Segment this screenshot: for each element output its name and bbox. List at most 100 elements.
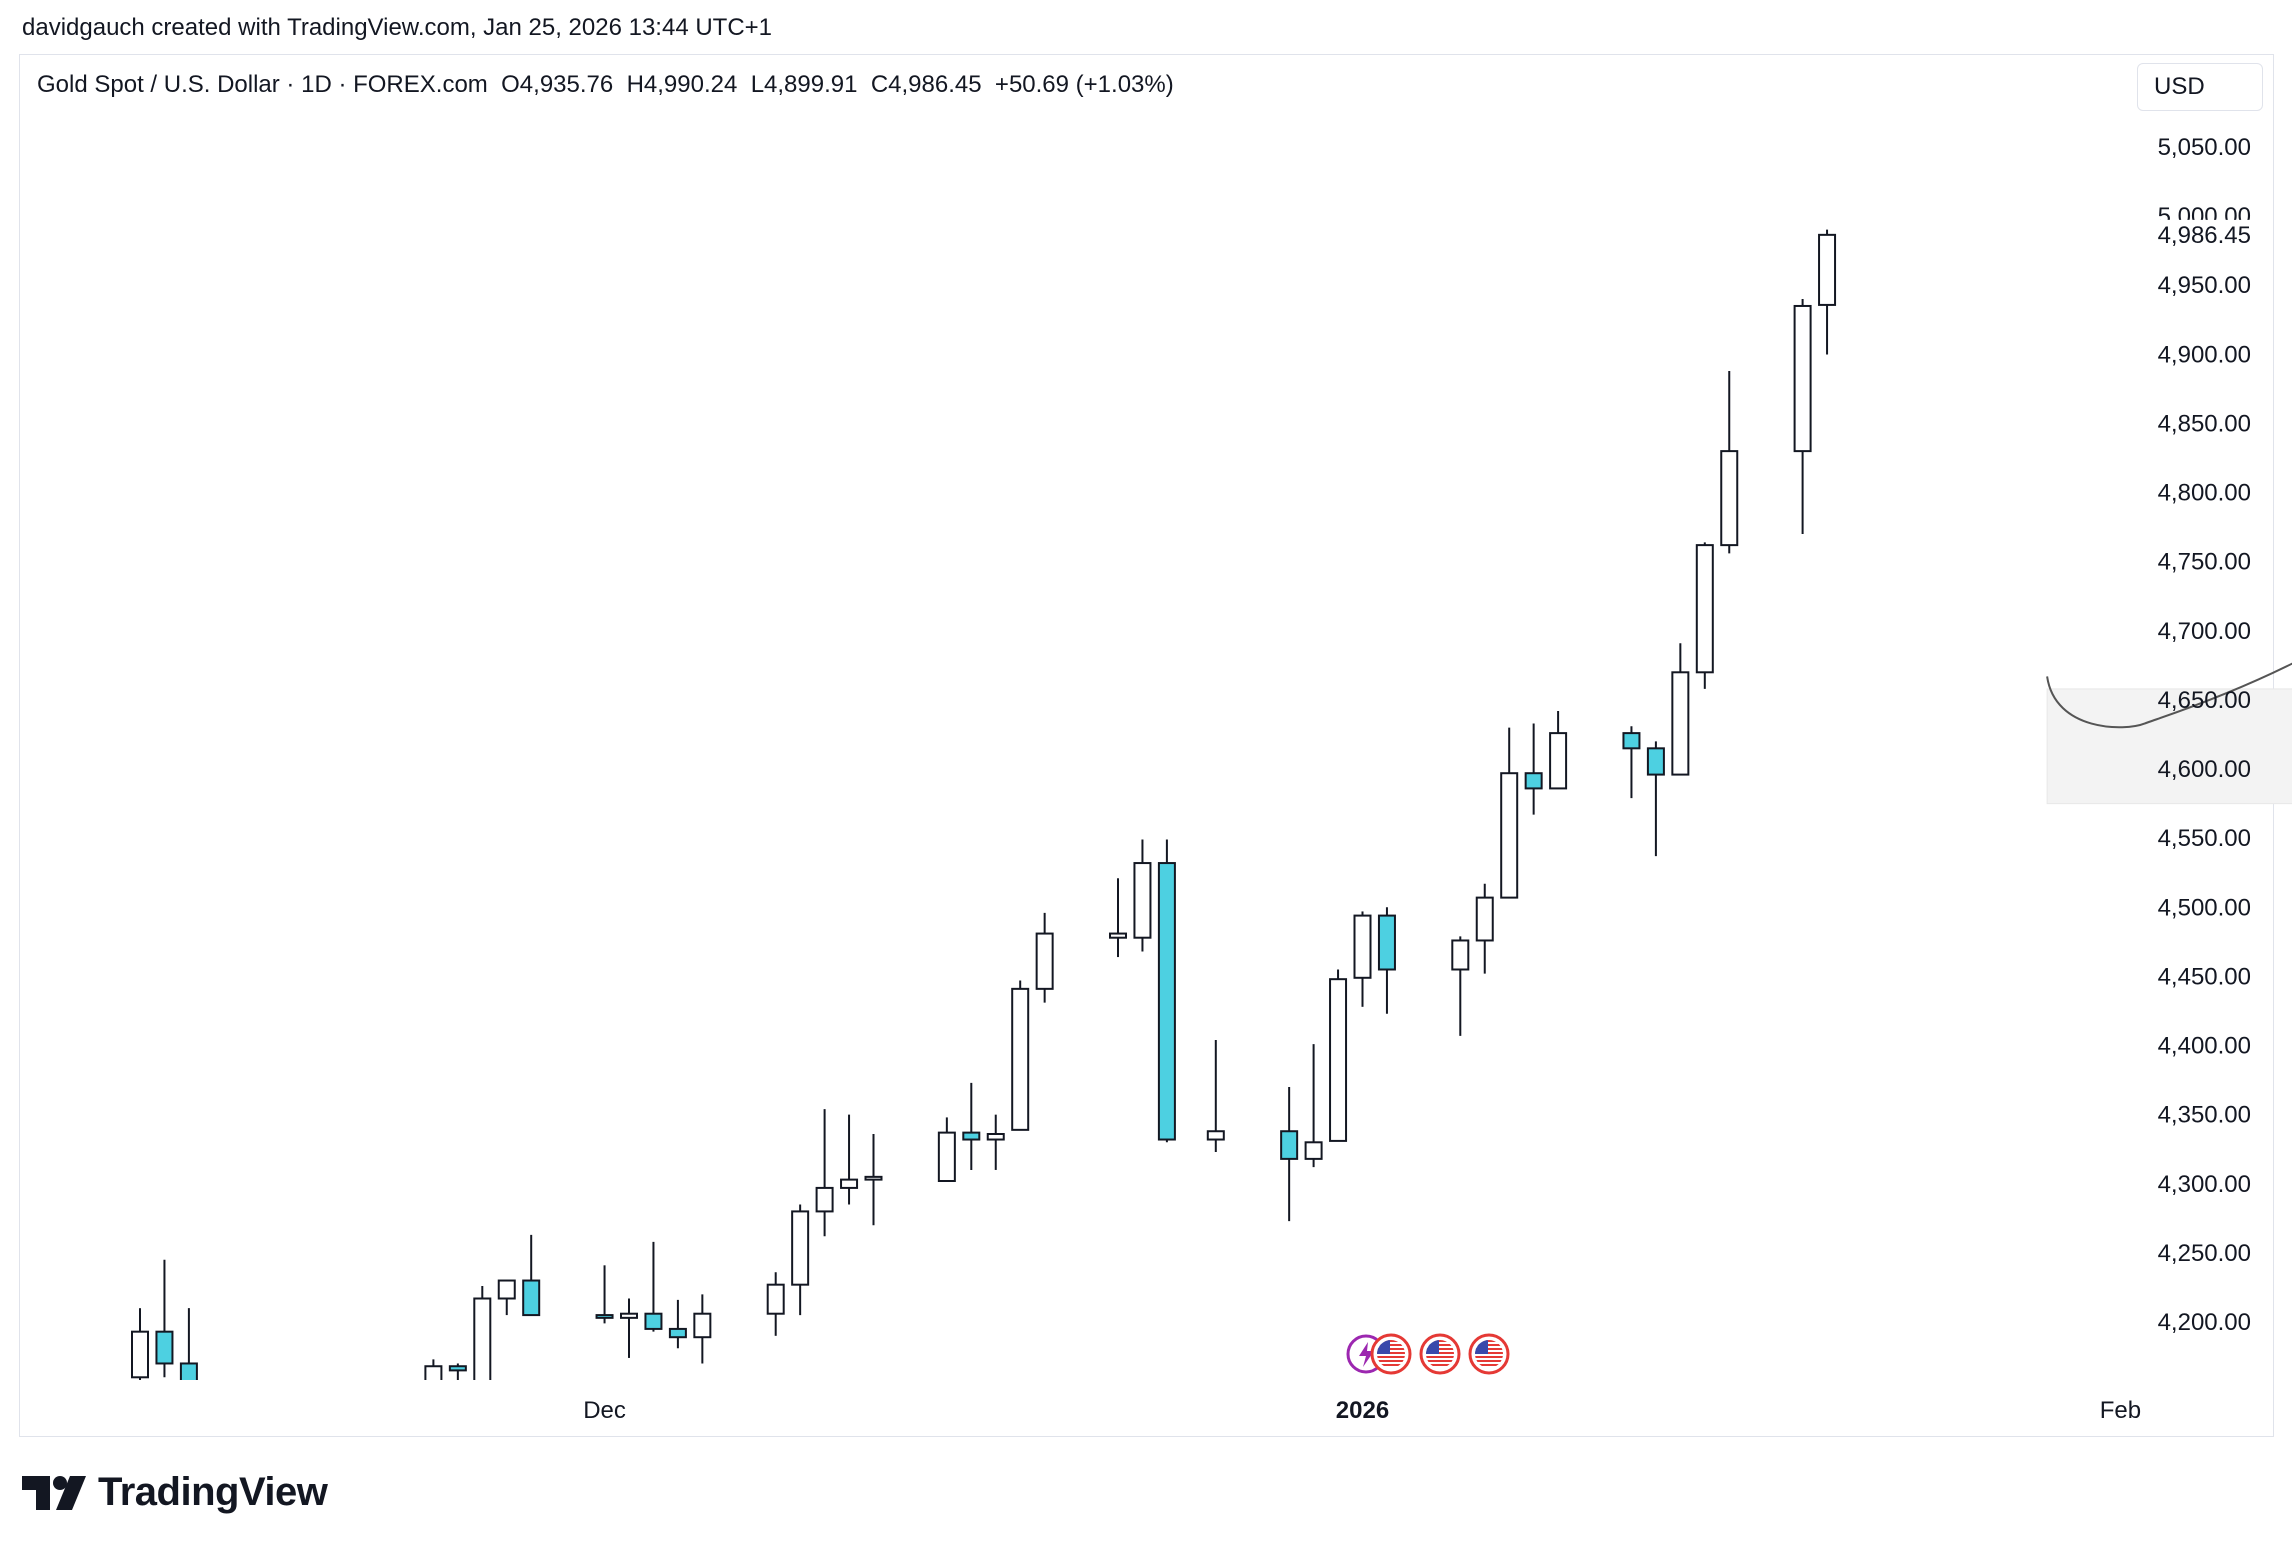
candle[interactable] (1157, 839, 1176, 1143)
candle[interactable] (1720, 370, 1739, 554)
candle[interactable] (155, 1259, 174, 1378)
last-price-label: 4,986.45 (2158, 222, 2251, 249)
candle-body-up (131, 1330, 149, 1379)
candle[interactable] (815, 1109, 834, 1237)
tradingview-logo-icon (22, 1475, 86, 1510)
flag-stripe (1377, 1344, 1405, 1346)
price-tick-label: 4,650.00 (2158, 687, 2251, 714)
candle[interactable] (1500, 727, 1519, 899)
flag-stripe (1475, 1344, 1503, 1346)
arrow-layer (2046, 534, 2292, 729)
candle-body-up (840, 1178, 859, 1189)
flag-stripe (1377, 1352, 1405, 1354)
candle-body-up (1109, 932, 1127, 939)
candle[interactable] (1622, 726, 1641, 799)
candle-body-down (1524, 772, 1543, 790)
ohlc-close: C4,986.45 (870, 71, 982, 98)
flag-stripe (1475, 1348, 1503, 1350)
candle[interactable] (840, 1114, 859, 1205)
candle[interactable] (1304, 1044, 1323, 1168)
candle[interactable] (1011, 980, 1030, 1131)
candle[interactable] (962, 1082, 981, 1170)
flag-stripe (1377, 1348, 1405, 1350)
candle-body-down (1622, 732, 1641, 750)
projection-arrow-curve[interactable] (2046, 534, 2292, 729)
candle[interactable] (864, 1134, 883, 1226)
candle[interactable] (1793, 299, 1812, 535)
candle[interactable] (1377, 907, 1396, 1014)
last-price-bg (2140, 219, 2260, 250)
candle[interactable] (1133, 839, 1152, 952)
flag-stripe (1475, 1364, 1503, 1366)
candle[interactable] (1549, 711, 1568, 790)
candle[interactable] (497, 1279, 516, 1316)
demand-zone[interactable] (2046, 688, 2292, 805)
candle-body-up (693, 1312, 712, 1339)
chart-credit: davidgauch created with TradingView.com,… (22, 14, 773, 41)
candle[interactable] (766, 1272, 785, 1336)
candle[interactable] (1671, 643, 1690, 776)
candle[interactable] (1280, 1087, 1299, 1222)
candle-body-up (1451, 939, 1470, 971)
symbol-title[interactable]: Gold Spot / U.S. Dollar · 1D · FOREX.com (37, 71, 488, 98)
candle-body-up (1304, 1141, 1323, 1160)
price-tick-label: 4,300.00 (2158, 1171, 2251, 1198)
candle-body-down (1280, 1130, 1299, 1160)
candle-body-down (1157, 862, 1176, 1141)
price-tick-label: 4,600.00 (2158, 756, 2251, 783)
candle[interactable] (620, 1298, 638, 1358)
candle[interactable] (1109, 878, 1127, 958)
candle[interactable] (1206, 1040, 1225, 1152)
candle[interactable] (595, 1265, 614, 1324)
candle[interactable] (1695, 542, 1714, 689)
flag-stripe (1475, 1352, 1503, 1354)
candle-body-up (766, 1283, 785, 1315)
candle-body-up (1133, 862, 1152, 939)
candle[interactable] (668, 1299, 687, 1349)
candle[interactable] (179, 1308, 198, 1460)
candle[interactable] (1451, 936, 1470, 1036)
price-tick-label: 4,700.00 (2158, 618, 2251, 645)
candle[interactable] (448, 1363, 467, 1418)
candle[interactable] (473, 1286, 492, 1412)
candle-body-up (473, 1297, 492, 1380)
candle[interactable] (1646, 741, 1665, 857)
candle[interactable] (1035, 912, 1054, 1003)
candle-body-up (424, 1365, 443, 1380)
candle[interactable] (937, 1117, 956, 1183)
flag-stripe (1377, 1356, 1405, 1358)
candle[interactable] (1475, 883, 1494, 974)
candle[interactable] (1524, 723, 1543, 815)
currency-button[interactable]: USD (2137, 63, 2263, 111)
candle[interactable] (131, 1308, 149, 1391)
candle-body-up (1793, 304, 1812, 453)
candle-body-up (620, 1312, 638, 1319)
flag-stripe (1475, 1356, 1503, 1358)
price-chart[interactable]: 5,050.005,000.004,950.004,900.004,850.00… (0, 0, 2292, 1460)
ohlc-change: +50.69 (+1.03%) (994, 71, 1174, 98)
flag-stripe (1377, 1360, 1405, 1362)
us-flag-icon[interactable] (1370, 1333, 1412, 1375)
candle-body-up (1353, 914, 1372, 979)
candle[interactable] (986, 1114, 1005, 1170)
candle-body-up (1500, 772, 1519, 899)
price-tick-label: 4,900.00 (2158, 341, 2251, 368)
flag-stripe (1377, 1340, 1405, 1342)
candle[interactable] (644, 1241, 663, 1332)
price-tick-label: 4,500.00 (2158, 894, 2251, 921)
candle[interactable] (1353, 911, 1372, 1007)
candle-body-down (962, 1131, 981, 1141)
candle[interactable] (424, 1359, 443, 1460)
ohlc-open: O4,935.76 (501, 71, 614, 98)
candle[interactable] (1818, 229, 1837, 355)
candle-body-up (791, 1210, 810, 1286)
candle[interactable] (522, 1234, 541, 1317)
candle[interactable] (693, 1294, 712, 1364)
us-flag-icon[interactable] (1419, 1333, 1461, 1375)
us-flag-icon[interactable] (1468, 1333, 1510, 1375)
price-tick-label: 4,350.00 (2158, 1102, 2251, 1129)
candle[interactable] (1329, 969, 1348, 1142)
price-tick-label: 5,050.00 (2158, 134, 2251, 161)
lightning-glyph (1359, 1342, 1374, 1367)
candle[interactable] (791, 1204, 810, 1316)
